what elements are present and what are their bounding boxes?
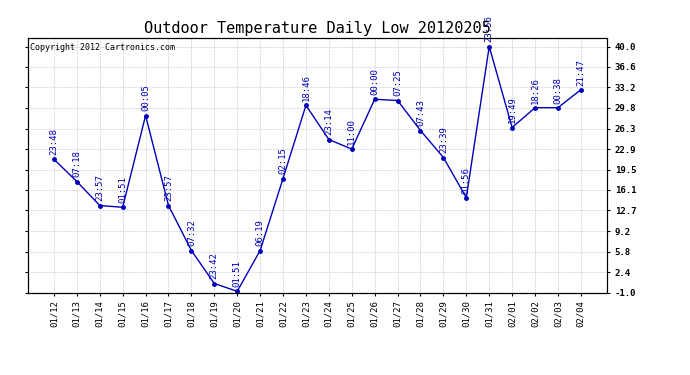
Text: 23:14: 23:14 — [324, 108, 333, 135]
Text: 19:49: 19:49 — [508, 96, 517, 123]
Text: 01:51: 01:51 — [233, 260, 241, 287]
Text: 11:00: 11:00 — [347, 118, 356, 145]
Text: 23:39: 23:39 — [439, 126, 448, 153]
Text: 07:25: 07:25 — [393, 69, 402, 96]
Text: 02:15: 02:15 — [279, 147, 288, 174]
Text: 07:43: 07:43 — [416, 99, 425, 126]
Text: 18:26: 18:26 — [531, 76, 540, 104]
Text: 18:46: 18:46 — [302, 74, 310, 101]
Text: 01:56: 01:56 — [462, 166, 471, 194]
Text: 07:32: 07:32 — [187, 219, 196, 246]
Text: 06:19: 06:19 — [255, 219, 265, 246]
Text: 23:42: 23:42 — [210, 252, 219, 279]
Title: Outdoor Temperature Daily Low 20120205: Outdoor Temperature Daily Low 20120205 — [144, 21, 491, 36]
Text: 23:56: 23:56 — [484, 15, 494, 42]
Text: 21:47: 21:47 — [576, 58, 585, 86]
Text: 23:57: 23:57 — [164, 174, 173, 201]
Text: Copyright 2012 Cartronics.com: Copyright 2012 Cartronics.com — [30, 43, 175, 52]
Text: 23:48: 23:48 — [50, 128, 59, 155]
Text: 00:00: 00:00 — [370, 68, 380, 95]
Text: 07:18: 07:18 — [72, 150, 81, 177]
Text: 23:57: 23:57 — [95, 174, 104, 201]
Text: 00:05: 00:05 — [141, 84, 150, 111]
Text: 01:51: 01:51 — [118, 176, 127, 203]
Text: 00:38: 00:38 — [553, 76, 562, 104]
